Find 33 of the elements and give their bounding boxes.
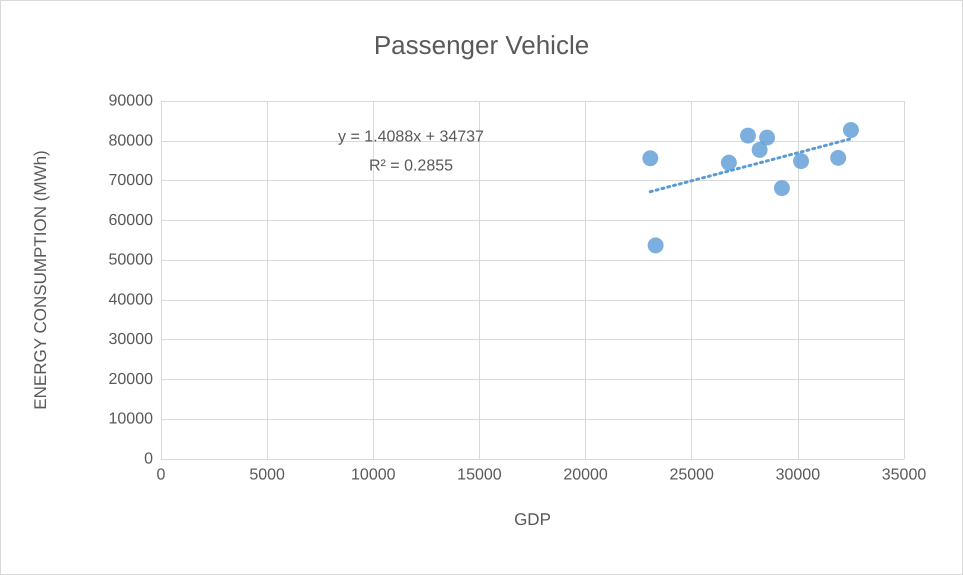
y-tick-label: 0	[144, 450, 154, 468]
annotation: y = 1.4088x + 34737	[338, 128, 484, 146]
point	[752, 142, 768, 158]
x-tick-label: 5000	[249, 466, 286, 484]
x-tick-label: 0	[156, 466, 166, 484]
y-tick-label: 20000	[108, 370, 154, 388]
x-tick-label: 20000	[563, 466, 608, 484]
point	[830, 150, 846, 166]
point	[842, 122, 859, 138]
point	[648, 237, 664, 254]
chart-title: Passenger Vehicle	[374, 30, 590, 60]
x-tick-label: 15000	[457, 466, 502, 484]
x-tick-label: 30000	[776, 466, 820, 484]
y-axis-title: ENERGY CONSUMPTION (MWh)	[31, 150, 50, 410]
point	[740, 128, 756, 144]
annotation: R² = 0.2855	[368, 158, 454, 174]
y-tick-label: 10000	[108, 410, 154, 428]
y-tick-label: 40000	[108, 291, 154, 308]
x-tick-label: 25000	[669, 466, 714, 484]
y-tick-label: 70000	[108, 172, 154, 190]
y-tick-label: 50000	[108, 252, 154, 269]
y-tick-label: 80000	[108, 132, 154, 150]
point	[720, 154, 737, 171]
point	[793, 153, 810, 170]
point	[642, 150, 658, 166]
point	[759, 130, 776, 146]
y-tick-label: 30000	[108, 331, 154, 348]
x-tick-label: 35000	[882, 466, 926, 484]
x-tick-label: 10000	[351, 466, 396, 484]
point	[774, 180, 790, 196]
y-tick-label: 90000	[108, 92, 154, 110]
y-tick-label: 60000	[108, 212, 154, 229]
x-axis-title: GDP	[514, 510, 551, 529]
